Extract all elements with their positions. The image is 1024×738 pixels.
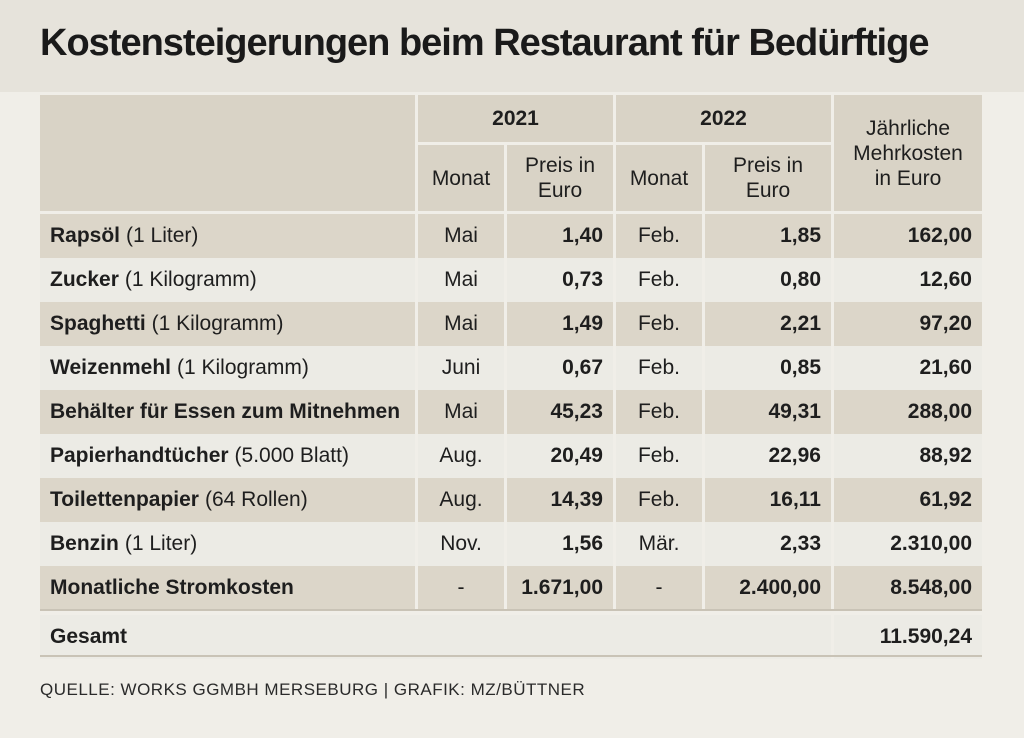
item-name: Papierhandtücher [50,444,229,467]
cell-price-2021: 1,40 [507,214,613,258]
cell-month-2021: Mai [418,302,504,346]
header-preis-2022: Preis in Euro [705,145,831,211]
header-monat-2022: Monat [616,145,702,211]
header-preis-2021: Preis in Euro [507,145,613,211]
total-label: Gesamt [40,615,831,659]
item-name: Weizenmehl [50,356,171,379]
cell-extra: 12,60 [834,258,982,302]
item-name: Spaghetti [50,312,146,335]
title-band [0,0,1024,92]
header-year-2021: 2021 [418,95,613,142]
cell-month-2022: Feb. [616,302,702,346]
cell-month-2021: Juni [418,346,504,390]
item-unit: (5.000 Blatt) [234,444,349,467]
cell-price-2022: 1,85 [705,214,831,258]
cell-extra: 162,00 [834,214,982,258]
cell-extra: 88,92 [834,434,982,478]
cell-month-2022: Feb. [616,258,702,302]
row-label: Papierhandtücher (5.000 Blatt) [40,434,415,478]
item-name: Zucker [50,268,119,291]
total-value: 11.590,24 [834,615,982,659]
header-mehrkosten-line3: in Euro [874,166,942,190]
item-name: Monatliche Stromkosten [50,576,294,599]
cell-price-2022: 0,85 [705,346,831,390]
item-name: Toilettenpapier [50,488,199,511]
cell-month-2022: - [616,566,702,610]
cell-price-2021: 0,67 [507,346,613,390]
cell-extra: 8.548,00 [834,566,982,610]
cell-price-2022: 22,96 [705,434,831,478]
cell-month-2021: - [418,566,504,610]
cell-price-2021: 1,49 [507,302,613,346]
item-name: Rapsöl [50,224,121,247]
cell-month-2022: Feb. [616,390,702,434]
cell-extra: 21,60 [834,346,982,390]
cell-month-2021: Aug. [418,434,504,478]
cell-month-2022: Feb. [616,346,702,390]
cell-month-2022: Feb. [616,434,702,478]
row-label: Weizenmehl (1 Kilogramm) [40,346,415,390]
total-top-line [40,609,982,611]
item-name: Benzin [50,532,119,555]
header-blank [40,95,415,211]
cell-month-2021: Aug. [418,478,504,522]
header-mehrkosten-line2: Mehrkosten [853,141,963,165]
cell-price-2022: 2.400,00 [705,566,831,610]
item-unit: (64 Rollen) [204,488,308,511]
header-preis-2022-line2: Euro [745,179,791,202]
cell-price-2021: 45,23 [507,390,613,434]
header-preis-2022-line1: Preis in [732,154,804,177]
cell-extra: 288,00 [834,390,982,434]
item-name: Behälter für Essen zum Mitnehmen [50,400,401,423]
cell-price-2022: 49,31 [705,390,831,434]
header-preis-2021-line2: Euro [537,179,583,202]
cell-month-2022: Feb. [616,214,702,258]
row-label: Behälter für Essen zum Mitnehmen [40,390,415,434]
cell-month-2022: Mär. [616,522,702,566]
cell-month-2022: Feb. [616,478,702,522]
cell-month-2021: Mai [418,214,504,258]
header-preis-2021-line1: Preis in [524,154,596,177]
row-label: Toilettenpapier (64 Rollen) [40,478,415,522]
row-label: Spaghetti (1 Kilogramm) [40,302,415,346]
item-unit: (1 Kilogramm) [151,312,284,335]
row-label: Benzin (1 Liter) [40,522,415,566]
header-monat-2021: Monat [418,145,504,211]
cell-price-2021: 1.671,00 [507,566,613,610]
cell-price-2022: 0,80 [705,258,831,302]
item-unit: (1 Liter) [124,532,198,555]
cost-table: 2021 2022 Jährliche Mehrkosten in Euro M… [40,95,982,659]
header-year-2022: 2022 [616,95,831,142]
total-bottom-line [40,655,982,657]
cell-price-2022: 16,11 [705,478,831,522]
cell-price-2021: 0,73 [507,258,613,302]
cell-price-2021: 20,49 [507,434,613,478]
cell-price-2021: 14,39 [507,478,613,522]
cell-price-2021: 1,56 [507,522,613,566]
item-unit: (1 Kilogramm) [176,356,309,379]
cell-price-2022: 2,21 [705,302,831,346]
cell-extra: 2.310,00 [834,522,982,566]
source-note: QUELLE: WORKS GGMBH MERSEBURG | GRAFIK: … [40,680,586,699]
chart-title: Kostensteigerungen beim Restaurant für B… [40,22,929,64]
item-unit: (1 Liter) [126,224,199,247]
header-mehrkosten-line1: Jährliche [865,116,951,140]
cell-month-2021: Mai [418,258,504,302]
cell-extra: 61,92 [834,478,982,522]
header-mehrkosten: Jährliche Mehrkosten in Euro [834,95,982,211]
row-label: Rapsöl (1 Liter) [40,214,415,258]
cell-month-2021: Nov. [418,522,504,566]
cell-month-2021: Mai [418,390,504,434]
row-label: Zucker (1 Kilogramm) [40,258,415,302]
item-unit: (1 Kilogramm) [124,268,257,291]
row-label: Monatliche Stromkosten [40,566,415,610]
cell-price-2022: 2,33 [705,522,831,566]
cell-extra: 97,20 [834,302,982,346]
